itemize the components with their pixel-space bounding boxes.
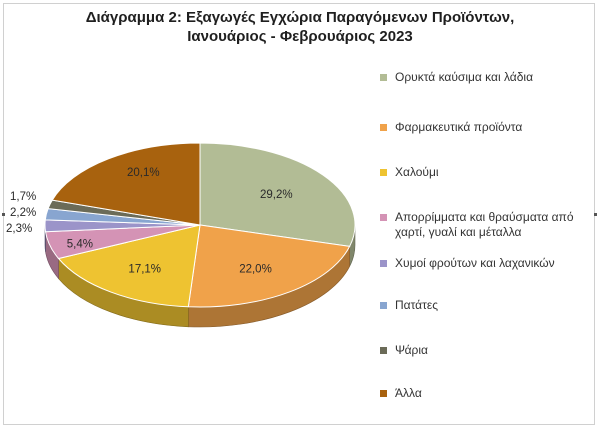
legend-swatch-3	[380, 169, 387, 176]
chart-title: Διάγραμμα 2: Εξαγωγές Εγχώρια Παραγόμενω…	[0, 8, 600, 46]
legend-label-7: Ψάρια	[395, 343, 428, 357]
legend-item-5: Χυμοί φρούτων και λαχανικών	[380, 256, 595, 271]
slice-5-data-label: 2,3%	[6, 223, 32, 235]
legend-label-2: Φαρμακευτικά προϊόντα	[395, 120, 523, 134]
slice-6-data-label: 2,2%	[10, 207, 36, 219]
legend-label-8: Άλλα	[395, 386, 422, 400]
chart-title-line-2: Ιανουάριος - Φεβρουάριος 2023	[187, 28, 413, 45]
slice-1-data-label: 29,2%	[260, 189, 293, 201]
legend-item-7: Ψάρια	[380, 343, 595, 358]
slice-7-data-label: 1,7%	[10, 191, 36, 203]
legend-swatch-4	[380, 214, 387, 221]
legend-swatch-1	[380, 74, 387, 81]
slice-3-data-label: 17,1%	[128, 264, 161, 276]
resize-handle-right[interactable]	[594, 213, 597, 216]
slice-8-data-label: 20,1%	[127, 167, 160, 179]
legend-swatch-8	[380, 390, 387, 397]
legend-label-3: Χαλούμι	[395, 165, 439, 179]
resize-handle-left[interactable]	[2, 213, 5, 216]
legend-item-4: Απορρίμματα και θραύσματα από χαρτί, γυα…	[380, 210, 595, 240]
legend-swatch-7	[380, 347, 387, 354]
legend-item-6: Πατάτες	[380, 298, 595, 313]
legend-label-4: Απορρίμματα και θραύσματα από χαρτί, γυα…	[395, 210, 574, 239]
slice-2-data-label: 22,0%	[239, 264, 272, 276]
legend-swatch-2	[380, 124, 387, 131]
legend-label-6: Πατάτες	[395, 298, 438, 312]
legend-item-3: Χαλούμι	[380, 165, 595, 180]
legend-item-1: Ορυκτά καύσιμα και λάδια	[380, 70, 595, 85]
chart-title-line-1: Διάγραμμα 2: Εξαγωγές Εγχώρια Παραγόμενω…	[85, 9, 515, 26]
legend-label-5: Χυμοί φρούτων και λαχανικών	[395, 256, 555, 270]
legend-item-2: Φαρμακευτικά προϊόντα	[380, 120, 595, 135]
slice-4-data-label: 5,4%	[67, 238, 93, 250]
legend-swatch-6	[380, 302, 387, 309]
legend-swatch-5	[380, 260, 387, 267]
legend-label-1: Ορυκτά καύσιμα και λάδια	[395, 70, 534, 84]
legend-item-8: Άλλα	[380, 386, 595, 401]
slice-2-top	[187, 224, 351, 308]
slice-3-top	[57, 224, 201, 308]
slice-8-top	[51, 142, 201, 226]
slice-1-top	[199, 142, 356, 247]
